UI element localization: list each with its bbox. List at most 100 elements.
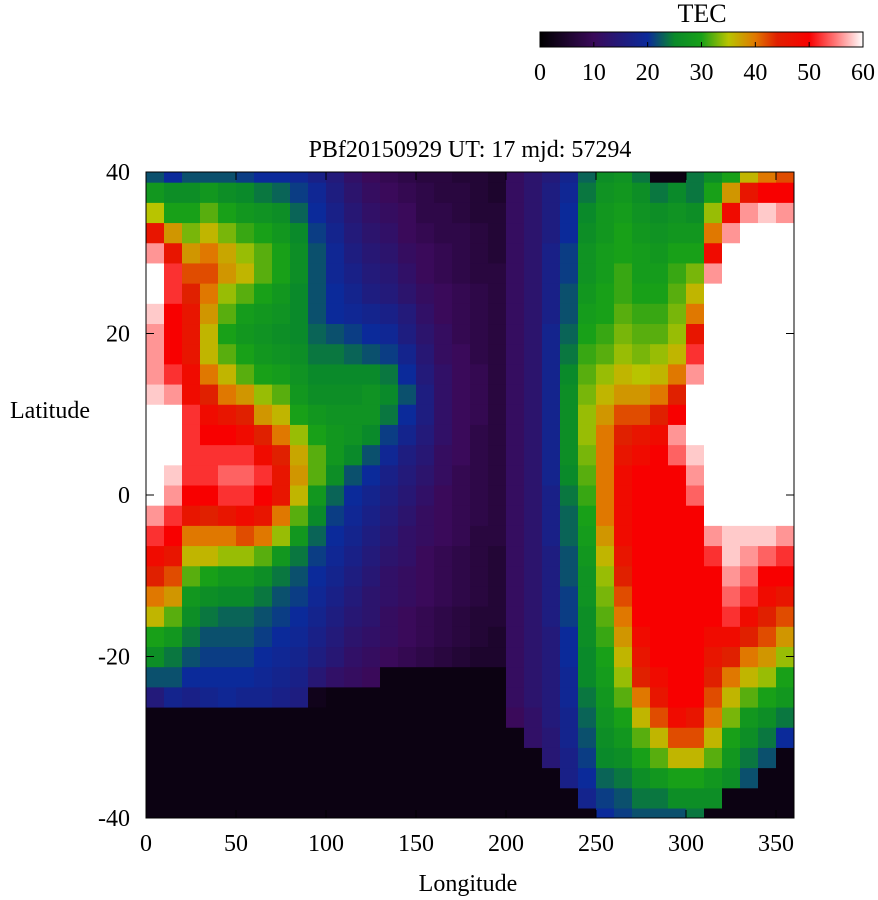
heatmap-cell <box>272 505 291 526</box>
colorbar-tick-label: 60 <box>851 60 875 86</box>
heatmap-cell <box>578 525 597 547</box>
heatmap-cell <box>398 283 417 304</box>
heatmap-cell <box>254 525 273 547</box>
heatmap-cell <box>434 545 453 567</box>
heatmap-cell <box>344 585 363 607</box>
heatmap-cell <box>254 323 273 345</box>
heatmap-cell <box>704 182 723 203</box>
heatmap-cell <box>722 363 741 385</box>
x-axis-label: Longitude <box>419 871 518 897</box>
chart-title: PBf20150929 UT: 17 mjd: 57294 <box>309 137 632 163</box>
heatmap-cell <box>326 565 345 587</box>
heatmap-cell <box>758 484 777 506</box>
heatmap-cell <box>524 767 543 789</box>
heatmap-cell <box>200 525 219 547</box>
heatmap-cell <box>344 686 363 708</box>
heatmap-cell <box>380 606 399 627</box>
heatmap-cell <box>452 222 471 244</box>
heatmap-cell <box>488 585 507 607</box>
heatmap-cell <box>200 383 219 405</box>
heatmap-cell <box>164 747 183 769</box>
heatmap-cell <box>740 484 759 506</box>
heatmap-cell <box>578 646 597 668</box>
heatmap-cell <box>632 424 651 446</box>
heatmap-cell <box>182 303 201 325</box>
heatmap-cell <box>308 182 327 203</box>
heatmap-cell <box>452 383 471 405</box>
heatmap-cell <box>614 727 633 748</box>
heatmap-cell <box>308 706 327 728</box>
heatmap-cell <box>740 404 759 425</box>
heatmap-cell <box>542 172 561 183</box>
heatmap-cell <box>758 404 777 425</box>
heatmap-cell <box>452 565 471 587</box>
heatmap-cell <box>272 182 291 203</box>
heatmap-cell <box>578 383 597 405</box>
heatmap-cell <box>200 222 219 244</box>
heatmap-cell <box>308 444 327 466</box>
heatmap-cell <box>434 383 453 405</box>
heatmap-cell <box>380 706 399 728</box>
heatmap-cell <box>614 706 633 728</box>
heatmap-cell <box>614 606 633 627</box>
heatmap-cell <box>470 787 489 809</box>
colorbar: TEC 0 10 20 30 40 50 60 <box>534 0 875 86</box>
heatmap-cell <box>416 807 435 818</box>
heatmap-cell <box>632 545 651 567</box>
heatmap-cell <box>344 747 363 769</box>
heatmap-cell <box>614 464 633 486</box>
heatmap-cell <box>452 545 471 567</box>
heatmap-cell <box>362 767 381 789</box>
heatmap-cell <box>614 807 633 818</box>
heatmap-cell <box>164 182 183 203</box>
heatmap-cell <box>362 283 381 304</box>
heatmap-cell <box>434 706 453 728</box>
heatmap-cell <box>218 686 237 708</box>
heatmap-cell <box>272 727 291 748</box>
heatmap-cell <box>380 545 399 567</box>
heatmap-cell <box>668 182 687 203</box>
heatmap-cell <box>164 767 183 789</box>
heatmap-cell <box>380 666 399 688</box>
heatmap-cell <box>236 404 255 425</box>
heatmap-cell <box>704 343 723 365</box>
heatmap-cell <box>308 242 327 264</box>
heatmap-cell <box>470 383 489 405</box>
heatmap-cell <box>434 283 453 304</box>
heatmap-cell <box>668 525 687 547</box>
heatmap-cell <box>704 646 723 668</box>
heatmap-cell <box>344 363 363 385</box>
heatmap-cell <box>596 606 615 627</box>
heatmap-cell <box>722 283 741 304</box>
heatmap-cell <box>398 343 417 365</box>
heatmap-cell <box>254 747 273 769</box>
heatmap-cell <box>740 202 759 224</box>
heatmap-cell <box>668 807 687 818</box>
heatmap-cell <box>182 807 201 818</box>
heatmap-cell <box>506 787 525 809</box>
heatmap-cell <box>416 424 435 446</box>
heatmap-cell <box>542 363 561 385</box>
heatmap-cell <box>200 363 219 385</box>
heatmap-cell <box>524 222 543 244</box>
heatmap-cell <box>668 172 687 183</box>
heatmap-cell <box>218 484 237 506</box>
heatmap-cell <box>146 182 165 203</box>
heatmap-cell <box>146 424 165 446</box>
heatmap-cell <box>434 585 453 607</box>
heatmap-cell <box>668 787 687 809</box>
heatmap-cell <box>272 585 291 607</box>
heatmap-cell <box>650 182 669 203</box>
heatmap-cell <box>380 172 399 183</box>
heatmap-cell <box>488 606 507 627</box>
heatmap-cell <box>416 706 435 728</box>
heatmap-cell <box>506 626 525 648</box>
heatmap-cell <box>254 202 273 224</box>
heatmap-cell <box>758 343 777 365</box>
heatmap-cell <box>290 404 309 425</box>
heatmap-cell <box>668 283 687 304</box>
heatmap-cell <box>704 666 723 688</box>
heatmap-cell <box>668 646 687 668</box>
heatmap-cell <box>434 323 453 345</box>
heatmap-cell <box>182 464 201 486</box>
